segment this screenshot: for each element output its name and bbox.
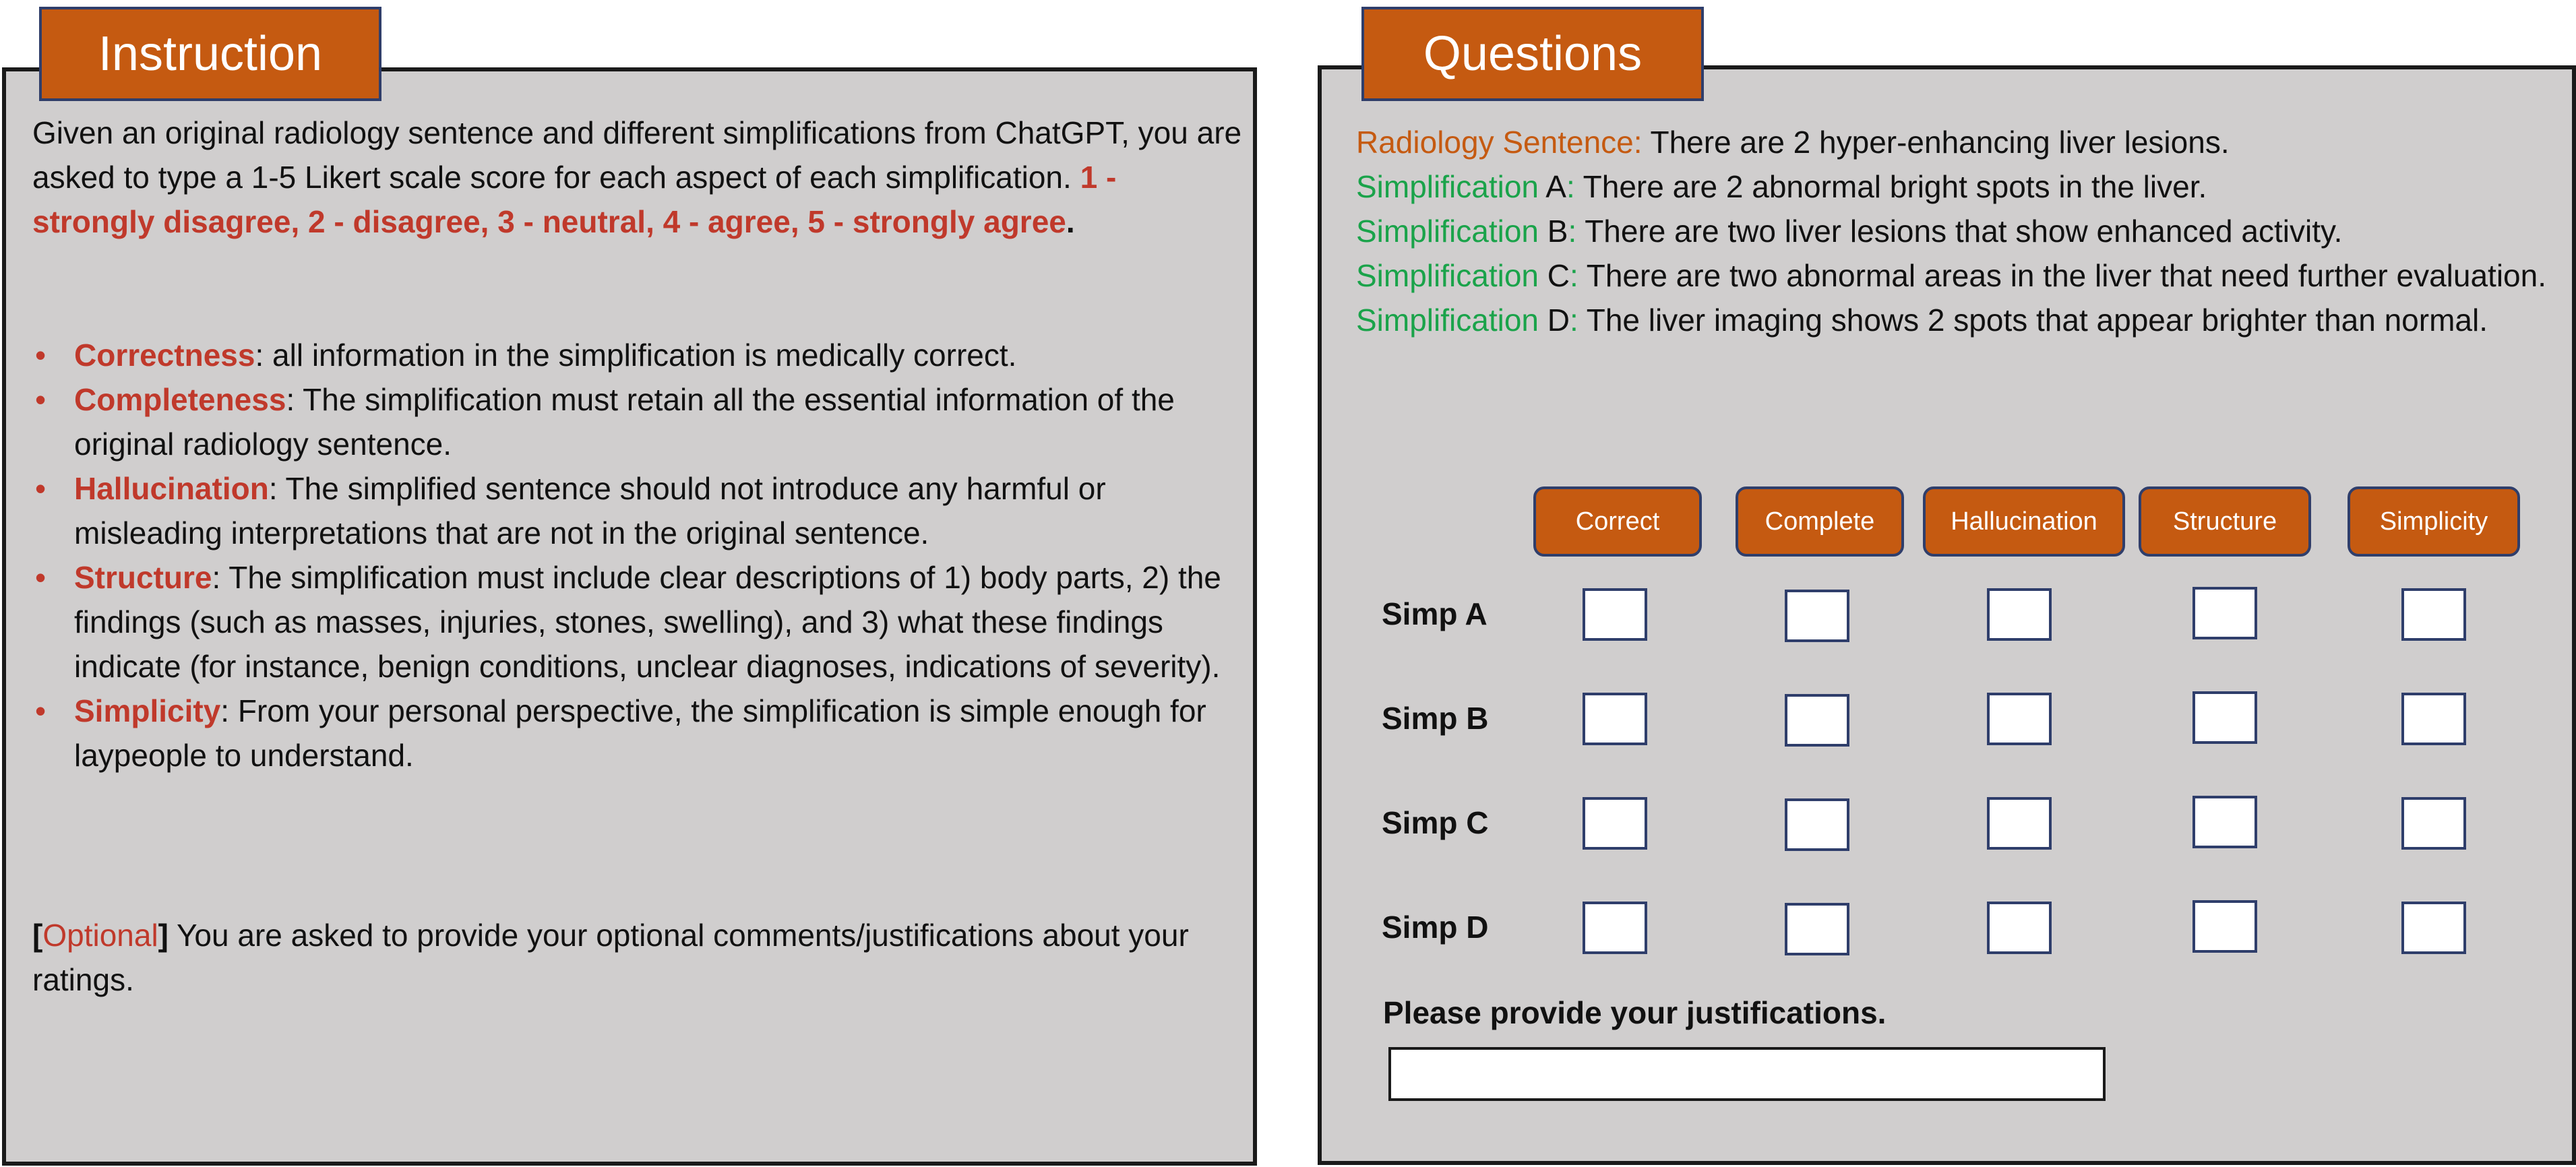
simplification-colon: :	[1568, 214, 1577, 249]
rating-box-d-simplicity[interactable]	[2401, 902, 2466, 954]
optional-note: [Optional] You are asked to provide your…	[32, 913, 1246, 1002]
criteria-item-completeness: Completeness: The simplification must re…	[32, 377, 1246, 466]
criteria-item-structure: Structure: The simplification must inclu…	[32, 555, 1246, 689]
row-label-simp-c: Simp C	[1382, 805, 1489, 840]
rating-box-a-structure[interactable]	[2192, 587, 2257, 639]
rating-box-c-complete[interactable]	[1785, 798, 1849, 851]
instruction-tab: Instruction	[39, 7, 381, 101]
simplification-text: The liver imaging shows 2 spots that app…	[1578, 303, 2488, 338]
column-header-structure: Structure	[2139, 486, 2311, 557]
row-label-simp-d: Simp D	[1382, 910, 1489, 945]
rating-box-d-structure[interactable]	[2192, 900, 2257, 953]
criteria-term: Completeness	[74, 382, 286, 417]
criteria-desc: : The simplification must retain all the…	[74, 382, 1175, 462]
criteria-list: Correctness: all information in the simp…	[32, 333, 1246, 778]
criteria-desc: : The simplification must include clear …	[74, 560, 1221, 684]
simplification-b: Simplification B: There are two liver le…	[1356, 209, 2563, 253]
column-header-label: Hallucination	[1951, 507, 2097, 536]
criteria-term: Structure	[74, 560, 212, 595]
criteria-item-correctness: Correctness: all information in the simp…	[32, 333, 1246, 377]
instruction-intro: Given an original radiology sentence and…	[32, 111, 1246, 244]
rating-box-b-hallucination[interactable]	[1987, 693, 2052, 745]
simplification-colon: :	[1570, 258, 1578, 293]
criteria-term: Hallucination	[74, 471, 269, 506]
rating-box-b-structure[interactable]	[2192, 691, 2257, 744]
intro-text: Given an original radiology sentence and…	[32, 115, 1242, 195]
simplification-label: Simplification	[1356, 169, 1539, 204]
row-label-simp-a: Simp A	[1382, 596, 1488, 631]
likert-scale-text: 1 - strongly disagree, 2 - disagree, 3 -…	[32, 160, 1117, 239]
simplification-colon: :	[1566, 169, 1575, 204]
rating-box-c-structure[interactable]	[2192, 796, 2257, 848]
criteria-term: Correctness	[74, 338, 255, 373]
column-header-label: Structure	[2172, 507, 2277, 536]
criteria-item-simplicity: Simplicity: From your personal perspecti…	[32, 689, 1246, 778]
column-header-complete: Complete	[1736, 486, 1904, 557]
criteria-desc: : The simplified sentence should not int…	[74, 471, 1106, 550]
criteria-desc: : all information in the simplification …	[255, 338, 1017, 373]
radiology-label: Radiology Sentence:	[1356, 125, 1643, 160]
rating-box-d-complete[interactable]	[1785, 903, 1849, 955]
simplification-text: There are 2 abnormal bright spots in the…	[1574, 169, 2207, 204]
simplification-label: Simplification	[1356, 303, 1539, 338]
simplification-letter: A	[1539, 169, 1566, 204]
optional-bracket-close: ]	[158, 918, 168, 953]
column-header-label: Simplicity	[2379, 507, 2488, 536]
rating-box-c-correct[interactable]	[1583, 797, 1647, 850]
simplification-letter: B	[1539, 214, 1568, 249]
rating-box-a-hallucination[interactable]	[1987, 588, 2052, 641]
radiology-sentence: Radiology Sentence: There are 2 hyper-en…	[1356, 120, 2563, 164]
row-label-simp-b: Simp B	[1382, 701, 1489, 736]
optional-text: You are asked to provide your optional c…	[32, 918, 1189, 997]
optional-term: Optional	[42, 918, 158, 953]
column-header-label: Correct	[1575, 507, 1660, 536]
simplification-text: There are two liver lesions that show en…	[1576, 214, 2343, 249]
rating-box-c-simplicity[interactable]	[2401, 797, 2466, 850]
rating-box-b-complete[interactable]	[1785, 694, 1849, 747]
questions-panel	[1318, 65, 2576, 1165]
criteria-term: Simplicity	[74, 693, 221, 728]
simplification-letter: C	[1539, 258, 1570, 293]
rating-box-d-hallucination[interactable]	[1987, 902, 2052, 954]
rating-box-a-complete[interactable]	[1785, 590, 1849, 642]
rating-box-d-correct[interactable]	[1583, 902, 1647, 954]
rating-box-a-simplicity[interactable]	[2401, 588, 2466, 641]
instruction-tab-label: Instruction	[98, 27, 323, 81]
criteria-item-hallucination: Hallucination: The simplified sentence s…	[32, 466, 1246, 555]
column-header-hallucination: Hallucination	[1923, 486, 2125, 557]
column-header-correct: Correct	[1533, 486, 1702, 557]
simplification-d: Simplification D: The liver imaging show…	[1356, 298, 2563, 342]
justification-input[interactable]	[1388, 1047, 2106, 1101]
column-header-simplicity: Simplicity	[2348, 486, 2520, 557]
simplification-letter: D	[1539, 303, 1570, 338]
radiology-text: There are 2 hyper-enhancing liver lesion…	[1642, 125, 2230, 160]
rating-box-b-correct[interactable]	[1583, 693, 1647, 745]
rating-box-b-simplicity[interactable]	[2401, 693, 2466, 745]
questions-tab-label: Questions	[1423, 27, 1643, 81]
justification-label: Please provide your justifications.	[1383, 995, 1887, 1030]
column-header-label: Complete	[1765, 507, 1875, 536]
simplification-label: Simplification	[1356, 258, 1539, 293]
simplification-text: There are two abnormal areas in the live…	[1578, 258, 2546, 293]
simplification-a: Simplification A: There are 2 abnormal b…	[1356, 164, 2563, 209]
optional-bracket-open: [	[32, 918, 43, 953]
simplification-colon: :	[1570, 303, 1578, 338]
simplification-label: Simplification	[1356, 214, 1539, 249]
criteria-desc: : From your personal perspective, the si…	[74, 693, 1206, 773]
sentences-block: Radiology Sentence: There are 2 hyper-en…	[1356, 120, 2563, 342]
simplification-c: Simplification C: There are two abnormal…	[1356, 253, 2563, 298]
questions-tab: Questions	[1361, 7, 1704, 101]
rating-box-c-hallucination[interactable]	[1987, 797, 2052, 850]
likert-scale-period: .	[1066, 204, 1075, 239]
rating-box-a-correct[interactable]	[1583, 588, 1647, 641]
